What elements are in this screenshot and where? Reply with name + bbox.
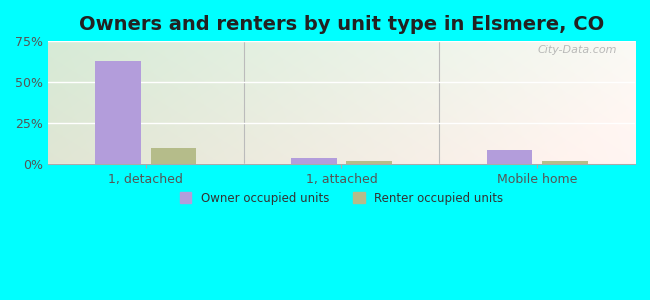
Bar — [346, 160, 392, 164]
Legend: Owner occupied units, Renter occupied units: Owner occupied units, Renter occupied un… — [175, 187, 508, 209]
Bar — [151, 148, 196, 164]
Title: Owners and renters by unit type in Elsmere, CO: Owners and renters by unit type in Elsme… — [79, 15, 604, 34]
Bar — [291, 158, 337, 164]
Text: City-Data.com: City-Data.com — [538, 45, 617, 55]
Bar — [542, 161, 588, 164]
Bar — [95, 61, 141, 164]
Bar — [487, 150, 532, 164]
